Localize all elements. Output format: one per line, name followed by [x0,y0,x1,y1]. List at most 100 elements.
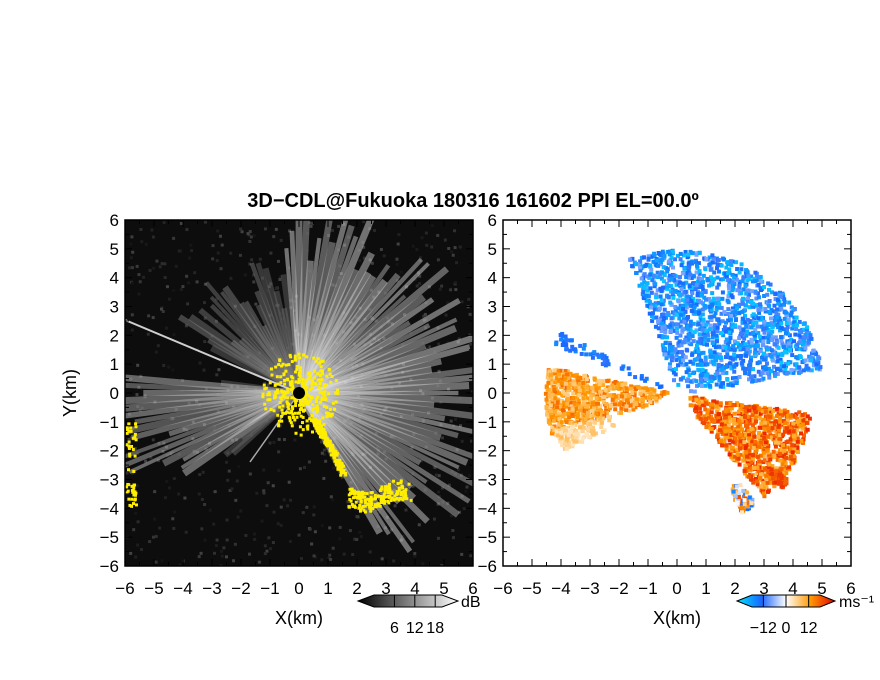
velocity-pixel [710,417,715,422]
reflectivity-overlay-pixel [311,419,315,423]
reflectivity-noise-pixel [465,485,469,489]
reflectivity-overlay-pixel [125,426,129,430]
reflectivity-noise-pixel [457,468,461,472]
velocity-pixel [789,367,794,372]
velocity-pixel [746,408,751,413]
velocity-pixel [737,462,742,467]
velocity-pixel [600,356,605,361]
velocity-pixel [725,311,730,316]
reflectivity-noise-pixel [355,364,359,368]
velocity-pixel [794,315,799,320]
reflectivity-ray [249,262,302,394]
velocity-pixel [715,419,720,424]
velocity-pixel [566,388,571,393]
reflectivity-noise-pixel [307,460,311,464]
reflectivity-noise-pixel [151,438,155,442]
velocity-pixel [579,351,584,356]
velocity-pixel [679,343,684,348]
reflectivity-noise-pixel [161,309,165,313]
reflectivity-ray [298,334,473,397]
reflectivity-noise-pixel [140,548,144,552]
velocity-pixel [649,254,654,259]
velocity-pixel [735,288,740,293]
reflectivity-noise-pixel [232,392,236,396]
velocity-pixel [720,371,725,376]
reflectivity-noise-pixel [347,225,351,229]
velocity-pixel [773,444,778,449]
velocity-pixel [780,341,785,346]
velocity-pixel [776,301,781,306]
reflectivity-noise-pixel [322,476,326,480]
reflectivity-noise-pixel [131,281,135,285]
velocity-pixel [778,416,783,421]
reflectivity-beam-streak [249,392,300,463]
reflectivity-noise-pixel [249,337,253,341]
velocity-pixel [744,349,749,354]
velocity-pixel [758,411,763,416]
reflectivity-overlay-pixel [310,386,314,390]
reflectivity-ray [298,344,427,396]
velocity-pixel [616,394,621,399]
reflectivity-noise-pixel [276,522,280,526]
velocity-pixel [697,308,702,313]
reflectivity-noise-pixel [212,428,216,432]
velocity-pixel [761,453,766,458]
reflectivity-noise-pixel [456,340,460,344]
velocity-pixel [624,398,629,403]
reflectivity-overlay-pixel [284,363,288,367]
reflectivity-overlay-pixel [284,390,288,394]
velocity-pixel [784,455,789,460]
velocity-pixel [745,459,750,464]
velocity-pixel [588,422,593,427]
velocity-pixel [738,343,743,348]
velocity-pixel [786,317,791,322]
velocity-pixel [710,291,715,296]
reflectivity-noise-pixel [163,496,167,500]
reflectivity-overlay-pixel [325,405,329,409]
reflectivity-overlay-pixel [318,400,322,404]
reflectivity-ray [168,390,300,437]
velocity-pixel [719,358,724,363]
velocity-pixel [673,309,678,314]
reflectivity-ray [220,291,301,395]
reflectivity-overlay [125,352,413,514]
velocity-pixel [770,426,775,431]
reflectivity-noise-pixel [130,235,134,239]
velocity-pixel [639,276,644,281]
reflectivity-noise-pixel [193,271,197,275]
velocity-pixel [712,314,717,319]
reflectivity-overlay-pixel [363,504,367,508]
velocity-pixel [662,390,667,395]
reflectivity-overlay-pixel [338,458,342,462]
velocity-pixel [792,320,797,325]
velocity-pixel [734,260,739,265]
velocity-pixel [655,319,660,324]
velocity-pixel [607,418,612,423]
reflectivity-ray [262,267,302,394]
velocity-pixel [769,348,774,353]
velocity-pixel [729,325,734,330]
reflectivity-overlay-pixel [347,505,351,509]
velocity-pixel [674,357,679,362]
reflectivity-overlay-pixel [129,426,133,430]
reflectivity-noise-pixel [159,307,163,311]
reflectivity-overlay-pixel [127,444,131,448]
velocity-pixel [630,256,635,261]
reflectivity-noise-pixel [339,272,343,276]
reflectivity-noise-pixel [384,457,388,461]
reflectivity-noise-pixel [153,517,157,521]
reflectivity-noise-pixel [365,333,369,337]
reflectivity-overlay-pixel [262,383,266,387]
velocity-pixel [758,349,763,354]
velocity-pixel [553,370,558,375]
reflectivity-noise-pixel [380,505,384,509]
velocity-pixel [624,407,629,412]
reflectivity-noise-pixel [136,405,140,409]
reflectivity-overlay-pixel [297,352,301,356]
velocity-pixel [567,415,572,420]
reflectivity-overlay-pixel [297,411,301,415]
velocity-pixel [743,342,748,347]
velocity-pixel [737,325,742,330]
velocity-pixel [775,457,780,462]
velocity-pixel [665,351,670,356]
